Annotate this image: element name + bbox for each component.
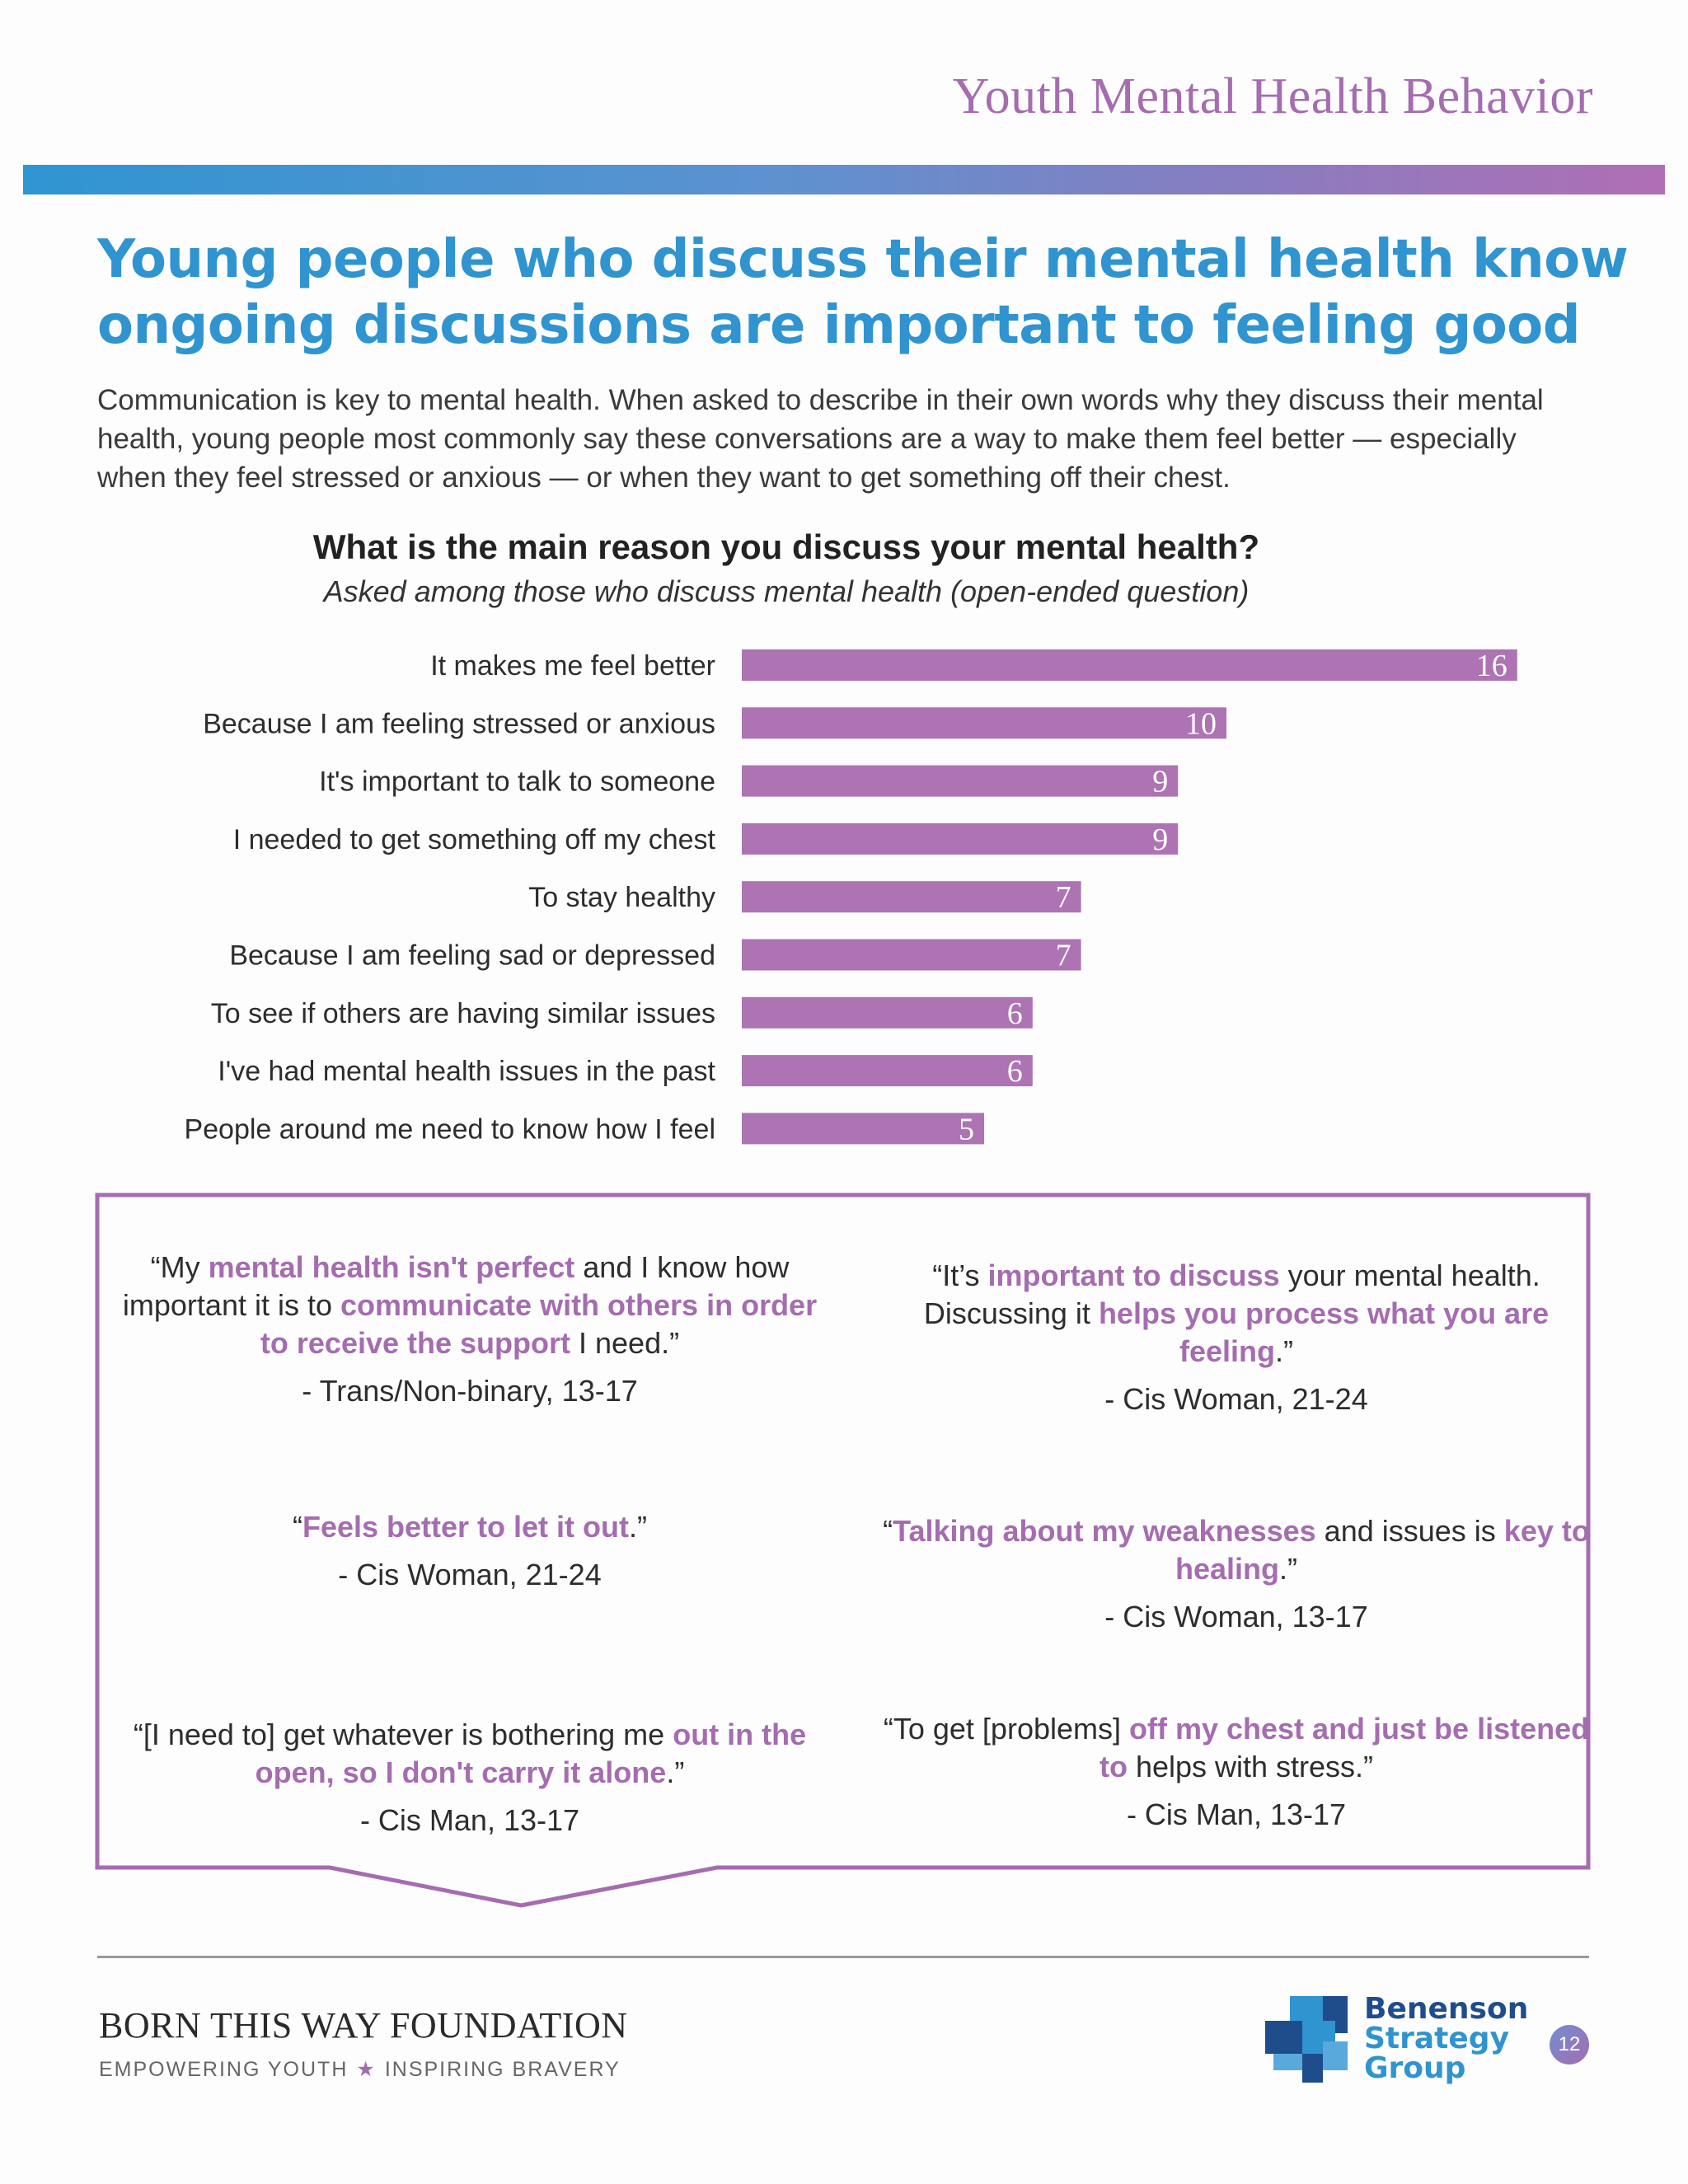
bar-chart: It makes me feel better 16 Because I am fe… xyxy=(184,649,1517,1146)
category-label: I've had mental health issues in the pas… xyxy=(218,1056,715,1087)
quote-attribution: - Trans/Non-binary, 13-17 xyxy=(302,1374,638,1408)
quote-highlight: off my chest and just be listened to xyxy=(1099,1712,1590,1783)
bar-value-label: 6 xyxy=(1007,996,1023,1031)
quote-card: “Talking about my weaknesses and issues … xyxy=(882,1512,1591,1636)
quote-card: “[I need to] get whatever is bothering m… xyxy=(115,1716,824,1840)
bar xyxy=(742,881,1081,913)
category-label: It makes me feel better xyxy=(430,650,715,682)
quote-highlight: Talking about my weaknesses xyxy=(893,1514,1316,1548)
bar-value-label: 16 xyxy=(1476,649,1507,683)
org-name: BORN THIS WAY FOUNDATION xyxy=(99,2005,628,2046)
quote-fragment: and I know how important it is to xyxy=(122,1250,790,1322)
bar xyxy=(742,939,1081,971)
quote-text: “My mental health isn't perfect and I kn… xyxy=(123,1250,817,1360)
org-tagline: EMPOWERING YOUTH ★ INSPIRING BRAVERY xyxy=(99,2057,621,2082)
tagline-left: EMPOWERING YOUTH xyxy=(99,2058,349,2081)
bar-value-label: 6 xyxy=(1007,1054,1023,1089)
quote-fragment: “My xyxy=(150,1250,209,1284)
page-headline: Young people who discuss their mental he… xyxy=(97,229,1629,356)
quote-fragment: .” xyxy=(666,1755,685,1789)
bar xyxy=(742,996,1033,1029)
quote-fragment: “To get [problems] xyxy=(883,1712,1129,1746)
quote-fragment: “ xyxy=(292,1510,302,1544)
quote-attribution: - Cis Man, 13-17 xyxy=(1126,1797,1347,1831)
quote-highlight: communicate with others in order to rece… xyxy=(260,1288,818,1360)
quote-text: “To get [problems] off my chest and just… xyxy=(884,1712,1589,1783)
bar xyxy=(742,765,1179,797)
category-label: Because I am feeling sad or depressed xyxy=(229,940,715,972)
quote-text: “Feels better to let it out.” xyxy=(293,1510,647,1544)
quote-highlight: key to healing xyxy=(1175,1514,1590,1586)
star-icon: ★ xyxy=(356,2058,377,2081)
quote-card: “It’s important to discuss your mental h… xyxy=(882,1257,1591,1418)
quote-text: “[I need to] get whatever is bothering m… xyxy=(134,1718,806,1789)
quote-fragment: your mental health. Discussing it xyxy=(923,1258,1540,1330)
bar-value-label: 9 xyxy=(1152,823,1168,857)
bar-value-label: 9 xyxy=(1152,765,1168,799)
category-label: To stay healthy xyxy=(528,882,715,913)
tagline-right: INSPIRING BRAVERY xyxy=(384,2058,621,2081)
category-label: It's important to talk to someone xyxy=(319,766,715,798)
quote-fragment: “ xyxy=(883,1514,893,1548)
bar xyxy=(742,823,1179,855)
quote-fragment: I need.” xyxy=(570,1326,680,1360)
quote-text: “Talking about my weaknesses and issues … xyxy=(883,1514,1590,1586)
category-label: Because I am feeling stressed or anxious xyxy=(203,708,715,739)
quote-highlight: important to discuss xyxy=(987,1258,1280,1292)
bar-value-label: 7 xyxy=(1056,939,1071,973)
intro-paragraph: Communication is key to mental health. W… xyxy=(97,384,1544,494)
quote-fragment: .” xyxy=(1275,1334,1293,1368)
bar xyxy=(742,707,1226,739)
footer-divider xyxy=(97,1956,1589,1958)
bar xyxy=(742,1113,984,1145)
quote-fragment: .” xyxy=(1279,1552,1298,1586)
quote-card: “My mental health isn't perfect and I kn… xyxy=(115,1249,824,1410)
quote-fragment: “It’s xyxy=(932,1258,988,1292)
quote-fragment: helps with stress.” xyxy=(1127,1750,1374,1783)
category-label: To see if others are having similar issu… xyxy=(211,998,715,1029)
chart-subtitle: Asked among those who discuss mental hea… xyxy=(323,574,1250,608)
category-label: I needed to get something off my chest xyxy=(233,824,716,855)
quote-attribution: - Cis Man, 13-17 xyxy=(359,1803,580,1837)
bar-value-label: 5 xyxy=(959,1112,974,1146)
bsg-logo-icon xyxy=(1265,1996,1348,2083)
partner-logo-text: Benenson Strategy Group xyxy=(1364,1994,1528,2083)
chart-title: What is the main reason you discuss your… xyxy=(312,527,1260,566)
quote-fragment: “[I need to] get whatever is bothering m… xyxy=(133,1718,673,1751)
quote-fragment: .” xyxy=(629,1510,648,1544)
quote-highlight: out in the open, so I don't carry it alo… xyxy=(255,1718,807,1789)
quote-attribution: - Cis Woman, 13-17 xyxy=(1104,1600,1368,1633)
quote-highlight: Feels better to let it out xyxy=(302,1510,630,1544)
bar-value-label: 7 xyxy=(1056,880,1071,915)
header-gradient-bar xyxy=(23,165,1665,194)
partner-name-line1: Benenson xyxy=(1364,1992,1529,2026)
quote-box-frame xyxy=(95,1193,1591,1908)
quote-card: “Feels better to let it out.” - Cis Woman… xyxy=(115,1508,824,1594)
quote-highlight: mental health isn't perfect xyxy=(208,1250,575,1284)
bar-value-label: 10 xyxy=(1185,706,1217,741)
page-number-badge: 12 xyxy=(1550,2025,1589,2064)
header-title: Youth Mental Health Behavior xyxy=(952,68,1593,124)
category-label: People around me need to know how I feel xyxy=(184,1113,715,1145)
quote-attribution: - Cis Woman, 21-24 xyxy=(1104,1382,1368,1416)
quote-card: “To get [problems] off my chest and just… xyxy=(882,1710,1591,1834)
quote-text: “It’s important to discuss your mental h… xyxy=(924,1258,1549,1368)
bar xyxy=(742,649,1517,681)
partner-name-line3: Group xyxy=(1364,2051,1466,2085)
quote-highlight: helps you process what you are feeling xyxy=(1098,1296,1550,1368)
bar xyxy=(742,1055,1033,1087)
quote-attribution: - Cis Woman, 21-24 xyxy=(338,1558,602,1591)
quote-fragment: and issues is xyxy=(1315,1514,1504,1548)
partner-name-line2: Strategy xyxy=(1364,2022,1510,2055)
